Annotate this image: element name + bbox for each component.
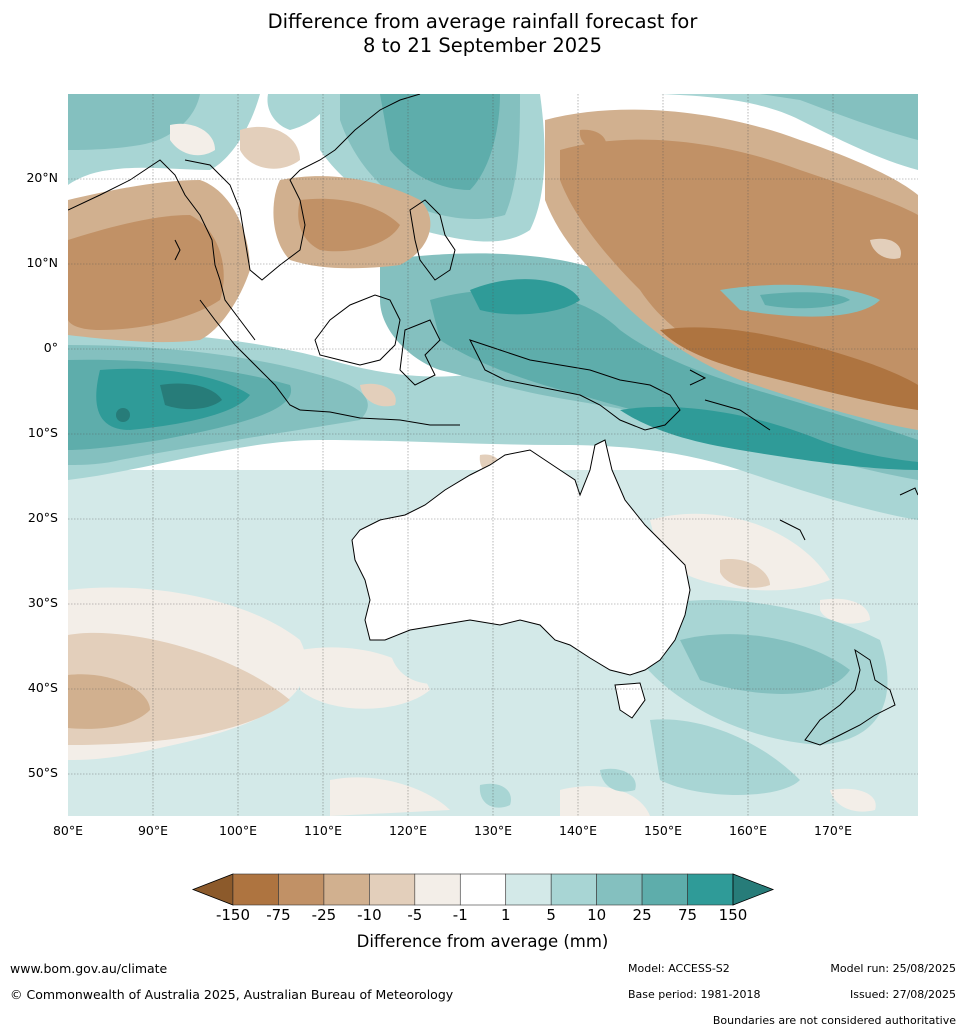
coast-sri-lanka (174, 239, 181, 261)
colorbar-segment (550, 873, 597, 906)
coast-fiji (899, 487, 918, 496)
coast-new-caledonia (779, 519, 806, 541)
colorbar (191, 873, 775, 906)
lon-label: 90°E (137, 823, 169, 838)
lon-label: 170°E (813, 823, 853, 838)
colorbar-segment (641, 873, 688, 906)
lon-label: 160°E (728, 823, 768, 838)
lat-label: 30°S (27, 594, 58, 610)
colorbar-tick: 75 (677, 906, 698, 924)
coast-indochina-china (184, 94, 421, 281)
coast-borneo (314, 294, 401, 366)
lat-label: 20°N (26, 169, 58, 185)
colorbar-tick: 5 (546, 906, 556, 924)
colorbar-segment (278, 873, 325, 906)
colorbar-segment (369, 873, 416, 906)
lat-label: 40°S (27, 679, 58, 695)
colorbar-tick: 150 (718, 906, 748, 924)
lon-label: 130°E (473, 823, 513, 838)
dry-areas (68, 109, 918, 476)
lon-label: 100°E (218, 823, 258, 838)
colorbar-extend-low (191, 873, 234, 906)
colorbar-segment (414, 873, 461, 906)
coast-new-zealand (804, 648, 896, 746)
lat-label: 10°N (26, 254, 58, 270)
graticule (68, 94, 918, 816)
colorbar-extend-high (732, 873, 775, 906)
title-line-1: Difference from average rainfall forecas… (267, 10, 698, 33)
lon-label: 140°E (558, 823, 598, 838)
colorbar-tick: -1 (452, 906, 468, 924)
colorbar-tick: 10 (587, 906, 607, 924)
north-wet-areas (68, 94, 918, 296)
colorbar-label: Difference from average (mm) (356, 932, 609, 951)
map-title: Difference from average rainfall forecas… (0, 10, 965, 58)
colorbar-segment (687, 873, 734, 906)
footer-copyright: © Commonwealth of Australia 2025, Austra… (10, 987, 454, 1002)
footer-model-run: Model run: 25/08/2025 (830, 962, 956, 975)
coast-sumatra (199, 299, 301, 411)
coast-java-nusa (299, 409, 460, 426)
colorbar-tick: -5 (407, 906, 423, 924)
coast-sulawesi (399, 319, 441, 386)
footer-url[interactable]: www.bom.gov.au/climate (10, 961, 168, 976)
lat-label: 0° (43, 339, 58, 355)
coast-solomon-islands (704, 399, 771, 431)
colorbar-tick: -25 (311, 906, 337, 924)
lon-label: 120°E (388, 823, 428, 838)
footer-base-period: Base period: 1981-2018 (628, 988, 761, 1001)
coast-new-guinea (469, 339, 681, 431)
colorbar-segment (596, 873, 643, 906)
australia-landmass (351, 439, 691, 719)
colorbar-tick: -10 (357, 906, 382, 924)
title-line-2: 8 to 21 September 2025 (363, 34, 602, 57)
colorbar-segment (232, 873, 279, 906)
colorbar-tick: 1 (500, 906, 511, 924)
coast-new-britain (689, 369, 707, 386)
colorbar-tick: -150 (215, 906, 251, 924)
colorbar-tick: 25 (632, 906, 652, 924)
lat-label: 20°S (27, 509, 58, 525)
colorbar-tick: -75 (266, 906, 291, 924)
footer-model: Model: ACCESS-S2 (628, 962, 730, 975)
coastlines (68, 94, 918, 746)
colorbar-segment (459, 873, 507, 906)
footer-issued: Issued: 27/08/2025 (849, 988, 956, 1001)
lon-label: 150°E (643, 823, 683, 838)
lon-label: 80°E (52, 823, 84, 838)
colorbar-segment (505, 873, 552, 906)
footer-boundaries-note: Boundaries are not considered authoritat… (712, 1014, 956, 1027)
lat-label: 10°S (27, 424, 58, 440)
coast-south-asia (68, 159, 256, 341)
lat-label: 50°S (27, 764, 58, 780)
colorbar-segment (323, 873, 370, 906)
coast-philippines (409, 199, 456, 281)
lon-label: 110°E (303, 823, 343, 838)
